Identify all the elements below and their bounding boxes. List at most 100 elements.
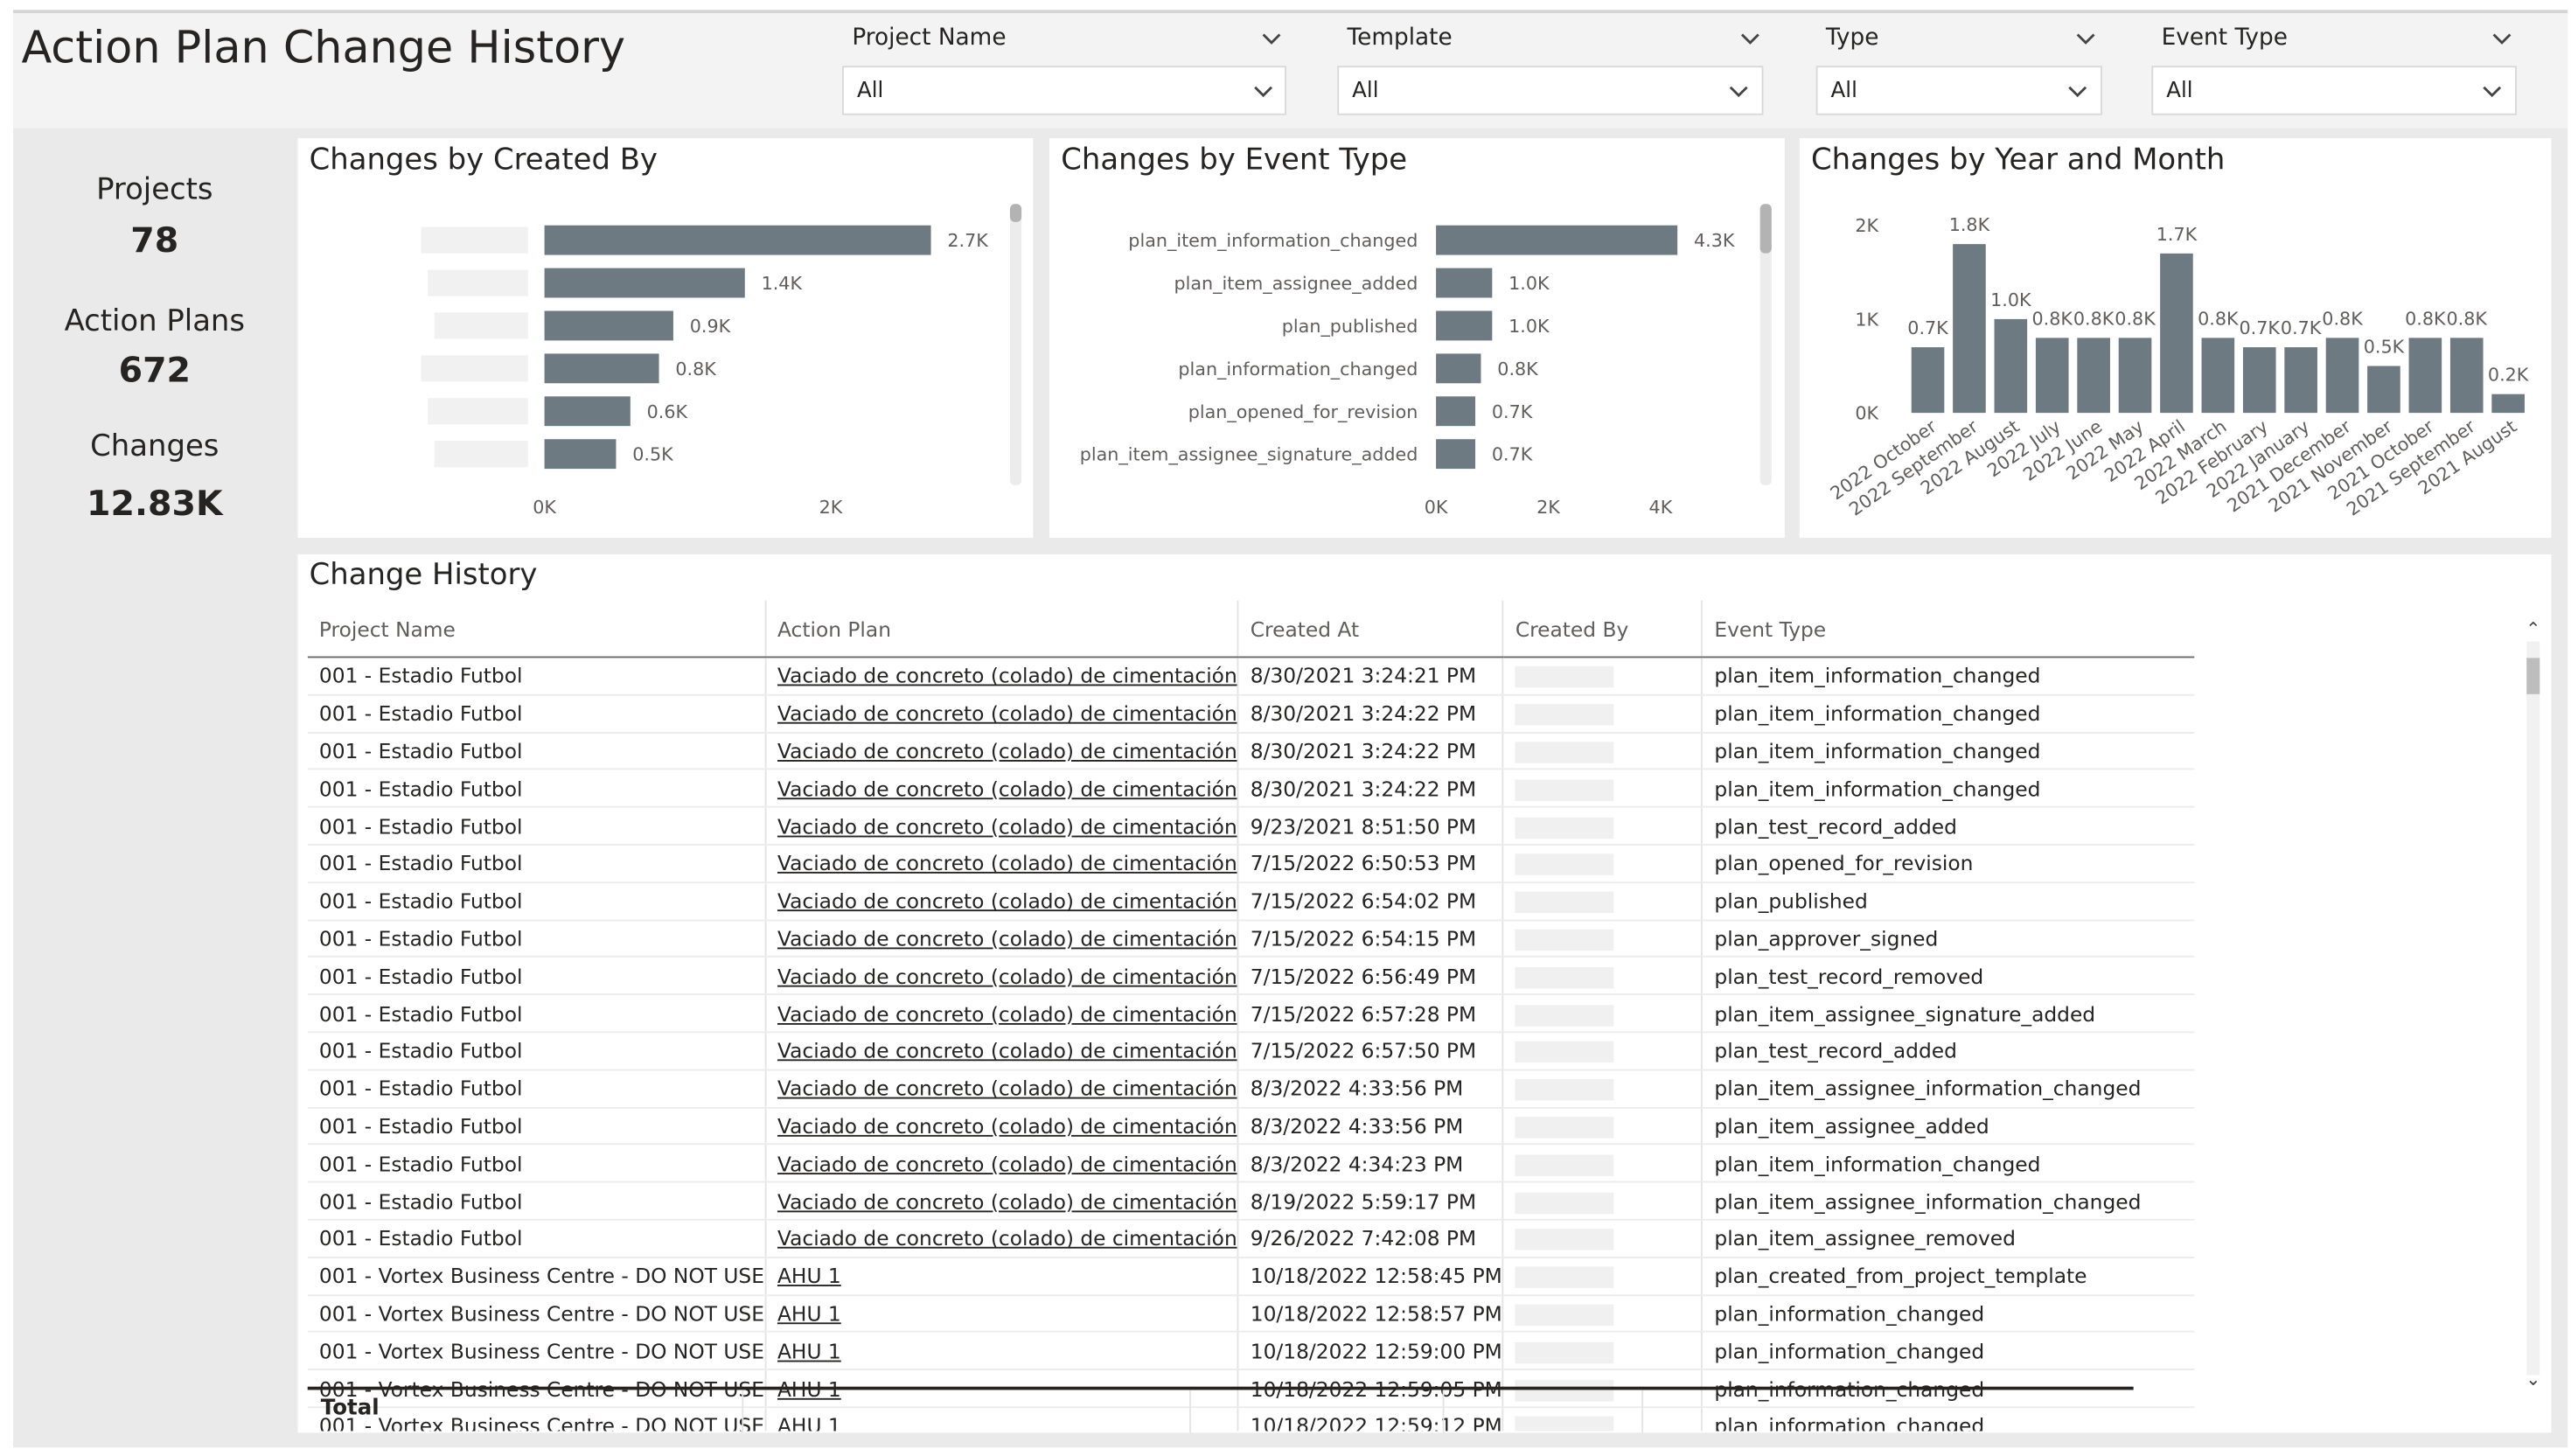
action-plan-link[interactable]: Vaciado de concreto (colado) de cimentac… (777, 1225, 1237, 1251)
bar[interactable] (2367, 366, 2400, 414)
action-plan-link[interactable]: Vaciado de concreto (colado) de cimentac… (777, 925, 1237, 951)
action-plan-link[interactable]: Vaciado de concreto (colado) de cimentac… (777, 1188, 1237, 1214)
bar[interactable] (1436, 310, 1493, 341)
cell-action-plan[interactable]: Vaciado de concreto (colado) de cimentac… (764, 1032, 1239, 1071)
table-row[interactable]: 001 - Estadio Futbol Vaciado de concreto … (307, 919, 2194, 958)
cell-action-plan[interactable]: Vaciado de concreto (colado) de cimentac… (764, 1069, 1239, 1108)
scrollbar-track[interactable] (2526, 641, 2540, 1376)
action-plan-link[interactable]: Vaciado de concreto (colado) de cimentac… (777, 700, 1237, 726)
slicer-project-name[interactable]: Project Name All (842, 20, 1286, 115)
table-row[interactable]: 001 - Estadio Futbol Vaciado de concreto … (307, 770, 2194, 808)
action-plan-link[interactable]: Vaciado de concreto (colado) de cimentac… (777, 813, 1237, 839)
action-plan-link[interactable]: AHU 1 (777, 1300, 841, 1326)
slicer-event-type[interactable]: Event Type All (2151, 20, 2517, 115)
table-row[interactable]: 001 - Estadio Futbol Vaciado de concreto … (307, 1181, 2194, 1221)
table-row[interactable]: 001 - Estadio Futbol Vaciado de concreto … (307, 844, 2194, 883)
cell-action-plan[interactable]: Vaciado de concreto (colado) de cimentac… (764, 806, 1239, 846)
cell-action-plan[interactable]: AHU 1 (764, 1407, 1239, 1432)
bar[interactable] (1436, 396, 1476, 427)
bar[interactable] (1436, 225, 1678, 255)
table-row[interactable]: 001 - Vortex Business Centre - DO NOT US… (307, 1407, 2194, 1432)
table-row[interactable]: 001 - Estadio Futbol Vaciado de concreto … (307, 1107, 2194, 1146)
bar[interactable] (2449, 338, 2484, 414)
chevron-down-icon[interactable] (1738, 30, 1761, 50)
bar[interactable] (1911, 347, 1945, 414)
cell-action-plan[interactable]: AHU 1 (764, 1294, 1239, 1334)
cell-action-plan[interactable]: Vaciado de concreto (colado) de cimentac… (764, 994, 1239, 1034)
slicer-template[interactable]: Template All (1337, 20, 1764, 115)
cell-action-plan[interactable]: Vaciado de concreto (colado) de cimentac… (764, 1144, 1239, 1183)
bar[interactable] (2284, 347, 2317, 414)
column-header-event-type[interactable]: Event Type (1702, 600, 2194, 658)
slicer-type[interactable]: Type All (1815, 20, 2102, 115)
chevron-down-icon[interactable] (2491, 30, 2513, 50)
action-plan-link[interactable]: Vaciado de concreto (colado) de cimentac… (777, 1000, 1237, 1026)
table-row[interactable]: 001 - Vortex Business Centre - DO NOT US… (307, 1257, 2194, 1296)
table-row[interactable]: 001 - Estadio Futbol Vaciado de concreto … (307, 732, 2194, 771)
bar[interactable] (544, 225, 931, 255)
action-plan-link[interactable]: Vaciado de concreto (colado) de cimentac… (777, 851, 1237, 876)
bar[interactable] (544, 396, 631, 427)
action-plan-link[interactable]: AHU 1 (777, 1413, 841, 1432)
cell-action-plan[interactable]: Vaciado de concreto (colado) de cimentac… (764, 694, 1239, 734)
cell-action-plan[interactable]: Vaciado de concreto (colado) de cimentac… (764, 1107, 1239, 1146)
action-plan-link[interactable]: Vaciado de concreto (colado) de cimentac… (777, 1151, 1237, 1176)
column-header-created-at[interactable]: Created At (1237, 600, 1504, 658)
bar[interactable] (544, 439, 617, 470)
cell-action-plan[interactable]: AHU 1 (764, 1257, 1239, 1296)
slicer-dropdown[interactable]: All (1815, 66, 2102, 115)
scrollbar-thumb[interactable] (1759, 204, 1772, 254)
action-plan-link[interactable]: Vaciado de concreto (colado) de cimentac… (777, 1113, 1237, 1139)
slicer-dropdown[interactable]: All (2151, 66, 2517, 115)
table-row[interactable]: 001 - Estadio Futbol Vaciado de concreto … (307, 957, 2194, 996)
cell-action-plan[interactable]: Vaciado de concreto (colado) de cimentac… (764, 1219, 1239, 1258)
bar[interactable] (2408, 338, 2442, 414)
cell-action-plan[interactable]: Vaciado de concreto (colado) de cimentac… (764, 844, 1239, 883)
scrollbar[interactable] (1759, 204, 1772, 485)
cell-action-plan[interactable]: Vaciado de concreto (colado) de cimentac… (764, 657, 1239, 696)
bar[interactable] (1953, 244, 1986, 414)
bar[interactable] (2035, 338, 2069, 414)
scroll-down-icon[interactable]: ⌄ (2526, 1368, 2541, 1390)
action-plan-link[interactable]: Vaciado de concreto (colado) de cimentac… (777, 663, 1237, 688)
scrollbar[interactable] (1009, 204, 1022, 485)
column-header-action-plan[interactable]: Action Plan (764, 600, 1239, 658)
cell-action-plan[interactable]: Vaciado de concreto (colado) de cimentac… (764, 957, 1239, 996)
action-plan-link[interactable]: Vaciado de concreto (colado) de cimentac… (777, 738, 1237, 763)
action-plan-link[interactable]: Vaciado de concreto (colado) de cimentac… (777, 888, 1237, 914)
bar[interactable] (1436, 268, 1493, 298)
cell-action-plan[interactable]: Vaciado de concreto (colado) de cimentac… (764, 881, 1239, 921)
action-plan-link[interactable]: Vaciado de concreto (colado) de cimentac… (777, 1076, 1237, 1101)
bar[interactable] (2201, 338, 2235, 414)
bar[interactable] (2077, 338, 2110, 414)
chevron-down-icon[interactable] (2074, 30, 2097, 50)
table-row[interactable]: 001 - Estadio Futbol Vaciado de concreto … (307, 1144, 2194, 1183)
bar[interactable] (1436, 439, 1476, 470)
table-row[interactable]: 001 - Estadio Futbol Vaciado de concreto … (307, 1219, 2194, 1258)
cell-action-plan[interactable]: Vaciado de concreto (colado) de cimentac… (764, 1181, 1239, 1221)
table-row[interactable]: 001 - Vortex Business Centre - DO NOT US… (307, 1332, 2194, 1371)
action-plan-link[interactable]: Vaciado de concreto (colado) de cimentac… (777, 963, 1237, 989)
table-row[interactable]: 001 - Estadio Futbol Vaciado de concreto … (307, 881, 2194, 921)
bar[interactable] (2325, 338, 2359, 414)
table-row[interactable]: 001 - Estadio Futbol Vaciado de concreto … (307, 1069, 2194, 1108)
bar[interactable] (544, 353, 659, 384)
cell-action-plan[interactable]: Vaciado de concreto (colado) de cimentac… (764, 770, 1239, 808)
table-row[interactable]: 001 - Estadio Futbol Vaciado de concreto … (307, 657, 2194, 696)
table-row[interactable]: 001 - Estadio Futbol Vaciado de concreto … (307, 694, 2194, 734)
action-plan-link[interactable]: AHU 1 (777, 1338, 841, 1363)
action-plan-link[interactable]: Vaciado de concreto (colado) de cimentac… (777, 1038, 1237, 1063)
cell-action-plan[interactable]: Vaciado de concreto (colado) de cimentac… (764, 919, 1239, 958)
chart-changes-by-year-month[interactable]: Changes by Year and Month 0K 1K 2K 0.7K 2022… (1799, 138, 2552, 539)
cell-action-plan[interactable]: Vaciado de concreto (colado) de cimentac… (764, 732, 1239, 771)
bar[interactable] (544, 310, 673, 341)
bar[interactable] (1436, 353, 1481, 384)
scroll-up-icon[interactable]: ⌃ (2526, 618, 2541, 640)
slicer-dropdown[interactable]: All (842, 66, 1286, 115)
bar[interactable] (2118, 338, 2152, 414)
chevron-down-icon[interactable] (1260, 30, 1283, 50)
column-header-created-by[interactable]: Created By (1502, 600, 1704, 658)
chart-changes-by-event-type[interactable]: Changes by Event Type plan_item_informat… (1049, 138, 1785, 539)
bar[interactable] (1994, 318, 2028, 414)
column-header-project-name[interactable]: Project Name (307, 600, 766, 658)
